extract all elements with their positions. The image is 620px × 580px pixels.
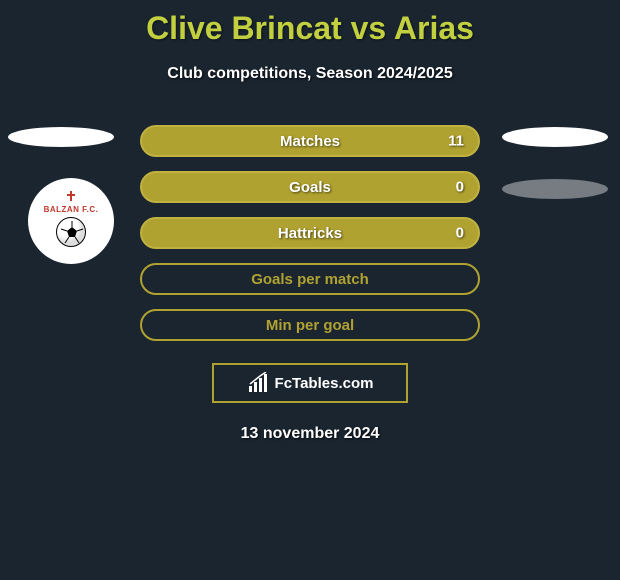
club-logo-text: BALZAN F.C. (39, 205, 103, 214)
stat-bar-hattricks: Hattricks 0 (140, 217, 480, 249)
stat-bar-matches: Matches 11 (140, 125, 480, 157)
club-logo: BALZAN F.C. (28, 178, 114, 264)
stat-value: 11 (448, 133, 464, 150)
soccer-ball-icon (56, 217, 86, 247)
stat-label: Min per goal (266, 317, 354, 334)
cross-icon (70, 191, 72, 201)
stat-label: Matches (280, 133, 340, 150)
brand-box[interactable]: FcTables.com (212, 363, 408, 403)
stat-value: 0 (456, 225, 464, 242)
chart-icon (247, 372, 269, 394)
stat-bar-min-per-goal: Min per goal (140, 309, 480, 341)
subtitle: Club competitions, Season 2024/2025 (0, 65, 620, 83)
stat-bar-goals: Goals 0 (140, 171, 480, 203)
page-title: Clive Brincat vs Arias (0, 0, 620, 47)
stat-value: 0 (456, 179, 464, 196)
ellipse-top-left (8, 127, 114, 147)
ellipse-right-2 (502, 179, 608, 199)
brand-label: FcTables.com (275, 375, 374, 392)
footer-date: 13 november 2024 (0, 425, 620, 443)
stat-bar-goals-per-match: Goals per match (140, 263, 480, 295)
ellipse-top-right (502, 127, 608, 147)
stat-label: Goals (289, 179, 331, 196)
stat-label: Hattricks (278, 225, 342, 242)
stat-label: Goals per match (251, 271, 369, 288)
